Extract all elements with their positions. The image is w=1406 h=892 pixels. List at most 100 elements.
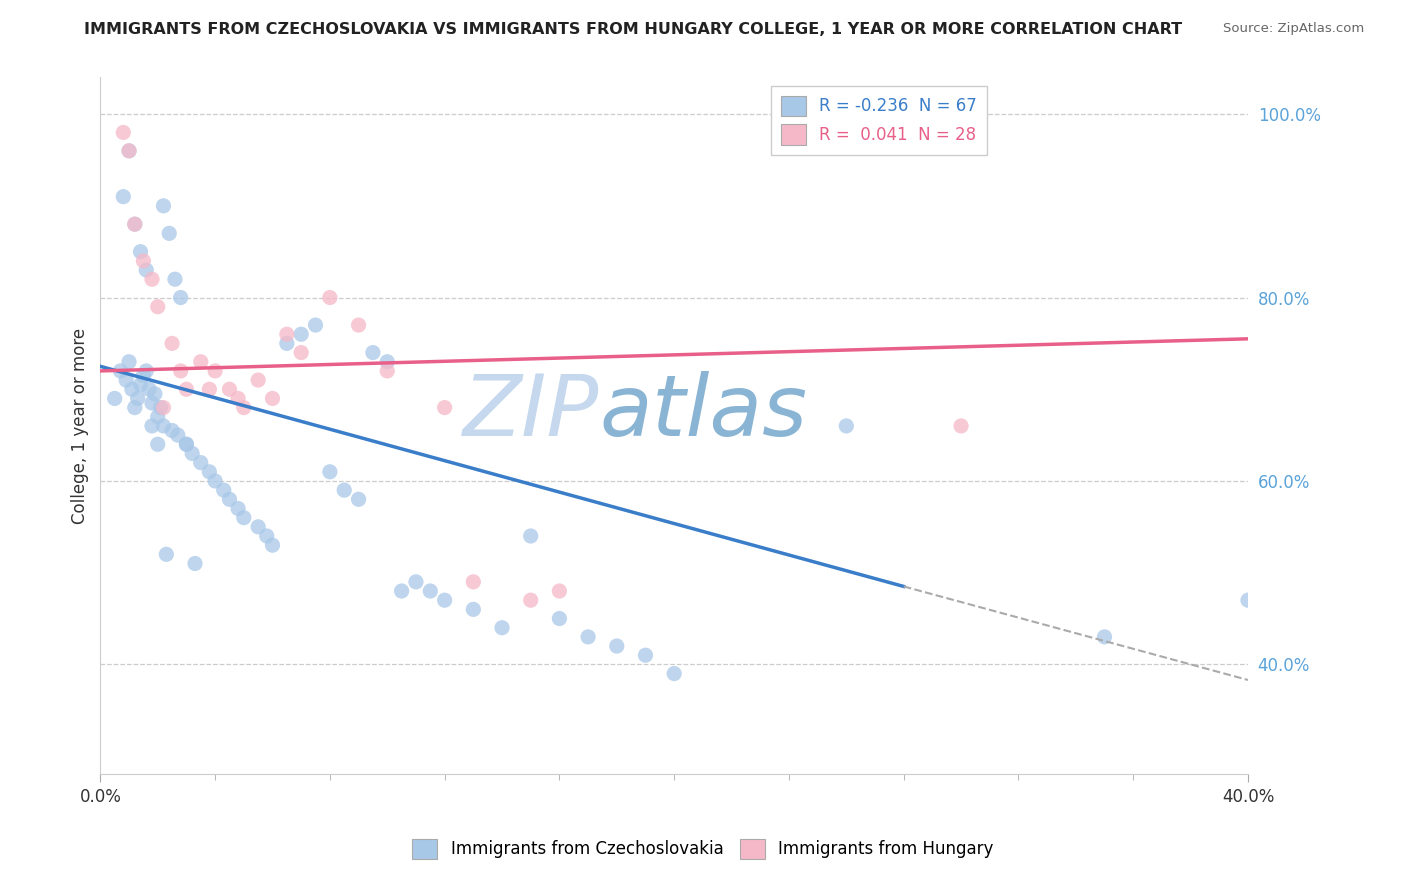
Point (152, 199, 174, 213)
Point (290, 345, 312, 359)
Point (218, 492, 240, 507)
Point (121, 382, 143, 396)
Point (276, 327, 298, 342)
Point (433, 401, 456, 415)
Point (132, 368, 155, 383)
Point (198, 465, 221, 479)
Point (419, 584, 441, 599)
Text: Source: ZipAtlas.com: Source: ZipAtlas.com (1223, 22, 1364, 36)
Point (152, 419, 174, 434)
Point (155, 547, 177, 561)
Point (247, 373, 270, 387)
Point (124, 217, 146, 231)
Point (333, 483, 356, 497)
Point (198, 382, 221, 396)
Point (135, 364, 157, 378)
Point (347, 492, 370, 507)
Point (375, 364, 398, 378)
Point (157, 227, 180, 241)
Point (232, 401, 254, 415)
Point (218, 382, 240, 396)
Point (662, 666, 685, 681)
Point (170, 291, 193, 305)
Point (141, 272, 163, 286)
Point (129, 377, 152, 392)
Point (375, 355, 398, 369)
Point (127, 392, 149, 406)
Point (576, 630, 599, 644)
Text: ZIP: ZIP (464, 370, 599, 453)
Point (166, 428, 188, 442)
Point (347, 318, 370, 332)
Point (1237, 593, 1260, 607)
Point (247, 520, 270, 534)
Point (262, 392, 284, 406)
Point (149, 401, 172, 415)
Point (118, 144, 141, 158)
Point (118, 355, 141, 369)
Point (135, 263, 157, 277)
Point (112, 126, 135, 140)
Point (160, 424, 183, 438)
Point (170, 364, 193, 378)
Point (226, 501, 249, 516)
Point (160, 336, 183, 351)
Legend: Immigrants from Czechoslovakia, Immigrants from Hungary: Immigrants from Czechoslovakia, Immigran… (405, 832, 1001, 866)
Point (129, 244, 152, 259)
Point (256, 529, 278, 543)
Point (146, 300, 169, 314)
Point (141, 396, 163, 410)
Point (176, 437, 198, 451)
Point (433, 593, 456, 607)
Point (204, 474, 226, 488)
Point (319, 291, 342, 305)
Point (232, 510, 254, 524)
Point (132, 253, 155, 268)
Point (491, 621, 513, 635)
Point (163, 272, 186, 286)
Point (176, 382, 198, 396)
Point (519, 529, 541, 543)
Point (104, 392, 127, 406)
Point (212, 483, 235, 497)
Point (184, 557, 207, 571)
Point (950, 419, 973, 434)
Point (181, 446, 204, 460)
Point (146, 409, 169, 424)
Point (405, 574, 427, 589)
Point (548, 584, 571, 599)
Point (463, 602, 485, 616)
Point (519, 593, 541, 607)
Text: IMMIGRANTS FROM CZECHOSLOVAKIA VS IMMIGRANTS FROM HUNGARY COLLEGE, 1 YEAR OR MOR: IMMIGRANTS FROM CZECHOSLOVAKIA VS IMMIGR… (84, 22, 1182, 37)
Point (319, 465, 342, 479)
Y-axis label: College, 1 year or more: College, 1 year or more (72, 328, 89, 524)
Point (115, 373, 138, 387)
Point (143, 387, 166, 401)
Point (634, 648, 657, 663)
Point (361, 345, 384, 359)
Text: atlas: atlas (599, 370, 807, 453)
Point (110, 364, 132, 378)
Point (146, 437, 169, 451)
Point (138, 382, 160, 396)
Point (226, 392, 249, 406)
Point (124, 401, 146, 415)
Point (391, 584, 413, 599)
Legend: R = -0.236  N = 67, R =  0.041  N = 28: R = -0.236 N = 67, R = 0.041 N = 28 (770, 86, 987, 155)
Point (304, 318, 326, 332)
Point (276, 336, 298, 351)
Point (118, 144, 141, 158)
Point (141, 419, 163, 434)
Point (548, 611, 571, 625)
Point (1094, 630, 1116, 644)
Point (124, 217, 146, 231)
Point (204, 364, 226, 378)
Point (176, 437, 198, 451)
Point (262, 538, 284, 552)
Point (835, 419, 858, 434)
Point (290, 327, 312, 342)
Point (112, 189, 135, 203)
Point (606, 639, 628, 653)
Point (190, 355, 212, 369)
Point (190, 456, 212, 470)
